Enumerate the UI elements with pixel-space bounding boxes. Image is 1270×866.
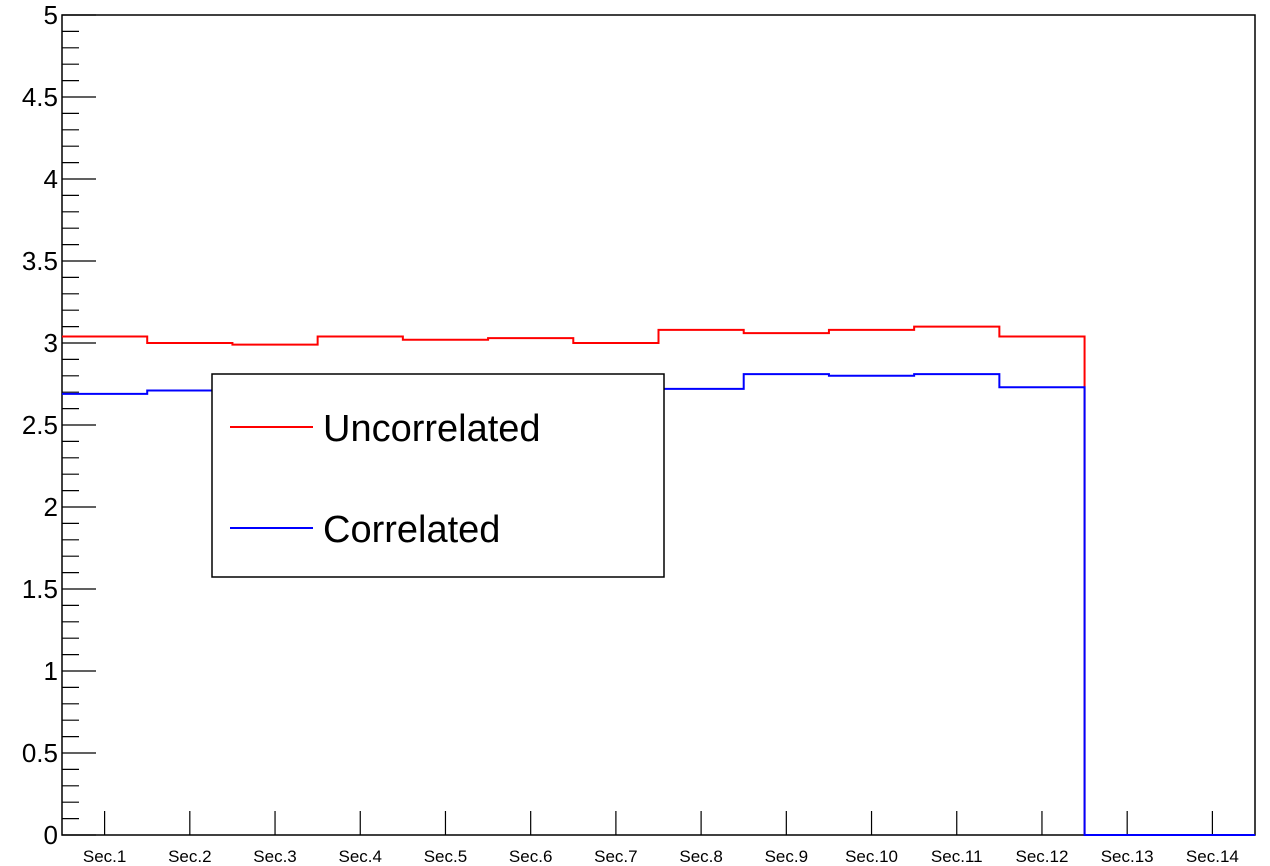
- x-tick-label: Sec.9: [765, 847, 808, 866]
- legend-label-correlated: Correlated: [323, 509, 500, 551]
- y-tick-label: 0: [44, 820, 58, 850]
- x-axis: Sec.1 Sec.2 Sec.3 Sec.4 Sec.5 Sec.6 Sec.7 Sec.8…: [83, 811, 1239, 866]
- x-tick-label: Sec.2: [168, 847, 211, 866]
- x-tick-label: Sec.5: [424, 847, 467, 866]
- series-line-uncorrelated: [62, 325, 1255, 836]
- x-tick-label: Sec.4: [339, 847, 382, 866]
- x-tick-label: Sec.14: [1186, 847, 1239, 866]
- y-tick-label: 5: [44, 0, 58, 30]
- y-tick-label: 4.5: [22, 82, 58, 112]
- legend-label-uncorrelated: Uncorrelated: [323, 408, 541, 450]
- x-tick-label: Sec.6: [509, 847, 552, 866]
- x-tick-label: Sec.3: [253, 847, 296, 866]
- x-tick-label: Sec.1: [83, 847, 126, 866]
- y-tick-label: 2: [44, 492, 58, 522]
- y-tick-label: 3.5: [22, 246, 58, 276]
- y-tick-label: 0.5: [22, 738, 58, 768]
- y-axis: 0 0.5 1 1.5 2 2.5 3 3.5 4 4.5 5: [22, 0, 96, 850]
- x-tick-label: Sec.10: [845, 847, 898, 866]
- y-tick-label: 4: [44, 164, 58, 194]
- legend: Uncorrelated Correlated: [211, 373, 665, 578]
- y-tick-label: 1.5: [22, 574, 58, 604]
- x-tick-label: Sec.12: [1015, 847, 1068, 866]
- x-tick-label: Sec.7: [594, 847, 637, 866]
- y-tick-label: 3: [44, 328, 58, 358]
- y-tick-label: 1: [44, 656, 58, 686]
- legend-box: [211, 373, 665, 578]
- y-tick-label: 2.5: [22, 410, 58, 440]
- x-tick-label: Sec.8: [679, 847, 722, 866]
- x-tick-label: Sec.11: [931, 847, 983, 866]
- x-tick-label: Sec.13: [1101, 847, 1154, 866]
